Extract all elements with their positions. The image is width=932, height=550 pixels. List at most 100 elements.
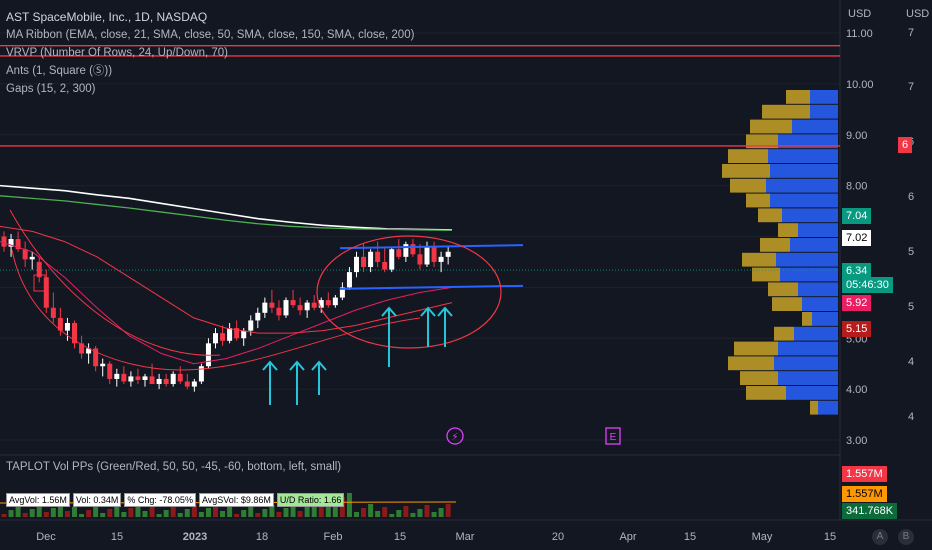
candle-body [107,363,113,379]
volume-bar [417,509,423,517]
vp-down-bar [742,252,776,267]
vp-down-bar [746,193,770,208]
vp-down-bar [740,371,778,385]
volume-bar [57,504,63,517]
candle-body [283,300,289,316]
volume-bar [100,513,106,517]
stat-avg-dollar-vol: AvgSVol: $9.86M [198,493,274,507]
annotation-ellipse [316,235,502,349]
time-axis-label: 15 [394,531,406,543]
vp-up-bar [770,164,838,178]
volume-bar [220,511,226,517]
volume-bar [50,508,56,517]
sma150-line [0,195,453,232]
vp-up-bar [810,104,838,119]
vp-down-bar [734,341,778,356]
vp-up-bar [812,312,838,326]
candle-body [213,333,218,344]
candle-body [354,256,359,273]
volume-bar [368,504,374,517]
volume-bar [135,504,141,517]
vp-down-bar [774,326,794,341]
volume-bar [396,510,402,517]
vp-up-bar [778,371,838,385]
volume-bar [248,506,254,517]
vp-down-bar [786,90,810,104]
volume-bar [445,504,451,517]
time-axis-label: 18 [256,531,268,543]
vp-down-bar [752,267,780,282]
volume-bar [227,507,233,517]
vp-up-bar [792,119,838,134]
volume-bar [64,511,70,517]
volume-bar [149,507,155,517]
indicator-vrvp[interactable]: VRVP (Number Of Rows, 24, Up/Down, 70) [6,47,228,59]
candle-body [311,302,317,308]
vp-up-bar [774,356,838,371]
volume-bar [93,506,99,517]
price-tick-label: 3.00 [846,435,867,447]
volume-bar [354,512,359,517]
volume-bar [107,509,113,517]
vp-down-bar [730,178,766,193]
footer-icon-b[interactable]: B [898,529,914,545]
price-tick-label: 11.00 [846,28,873,40]
volume-bar [198,512,204,517]
footer-icon-a[interactable]: A [872,529,888,545]
vp-down-bar [778,223,798,237]
candle-body [198,366,204,382]
indicator-ma-ribbon[interactable]: MA Ribbon (EMA, close, 21, SMA, close, 5… [6,29,415,41]
volume-bar [43,512,49,517]
candle-body [156,378,162,385]
candle-body [128,376,134,382]
price-tag: 7.02 [842,230,872,246]
lightning-event-icon: ⚡ [451,432,458,443]
volume-bar [15,506,21,517]
volume-bar [269,505,275,517]
vp-up-bar [782,208,838,223]
up-arrow-head [420,306,436,317]
candle-body [234,328,240,339]
volume-indicator-title[interactable]: TAPLOT Vol PPs (Green/Red, 50, 50, -45, … [6,461,342,473]
price-tag: 6.34 [842,263,872,279]
time-axis-label: Mar [456,531,475,543]
vp-up-bar [798,282,838,297]
candle-body [135,376,141,380]
candle-body [431,246,437,262]
stat-vol: Vol: 0.34M [72,493,122,507]
channel-lower-line [339,284,524,290]
candle-body [255,312,261,321]
candle-body [121,373,127,382]
candle-body [382,261,388,270]
volume-bar [29,509,35,517]
vp-up-bar [810,90,838,104]
candle-body [438,256,444,262]
time-axis-label: 15 [111,531,123,543]
candle-body [403,244,409,257]
candle-body [64,322,70,331]
candle-body [43,277,49,308]
volume-bars [1,493,451,517]
volume-bar [332,501,338,517]
vp-up-bar [776,252,838,267]
volume-bar [241,510,247,517]
candles [1,231,451,392]
vp-down-bar [746,386,786,400]
volume-bar [1,514,7,517]
candle-body [220,333,226,341]
indicator-gaps[interactable]: Gaps (15, 2, 300) [6,83,96,95]
vp-up-bar [802,297,838,311]
stat-pct-change: % Chg: -78.05% [124,493,196,507]
volume-bar [318,498,324,517]
volume-tag: 341.768K [842,503,898,519]
candle-body [445,251,451,257]
time-axis-label: Feb [324,531,343,543]
up-arrow-head [311,360,327,371]
indicator-ants[interactable]: Ants (1, Square (Ⓢ)) [6,65,113,77]
right-scale-tick-label: 7 [908,27,914,39]
vp-down-bar [728,149,768,163]
price-tick-label: 10.00 [846,79,874,91]
volume-bar [403,506,409,517]
candle-body [163,378,169,385]
